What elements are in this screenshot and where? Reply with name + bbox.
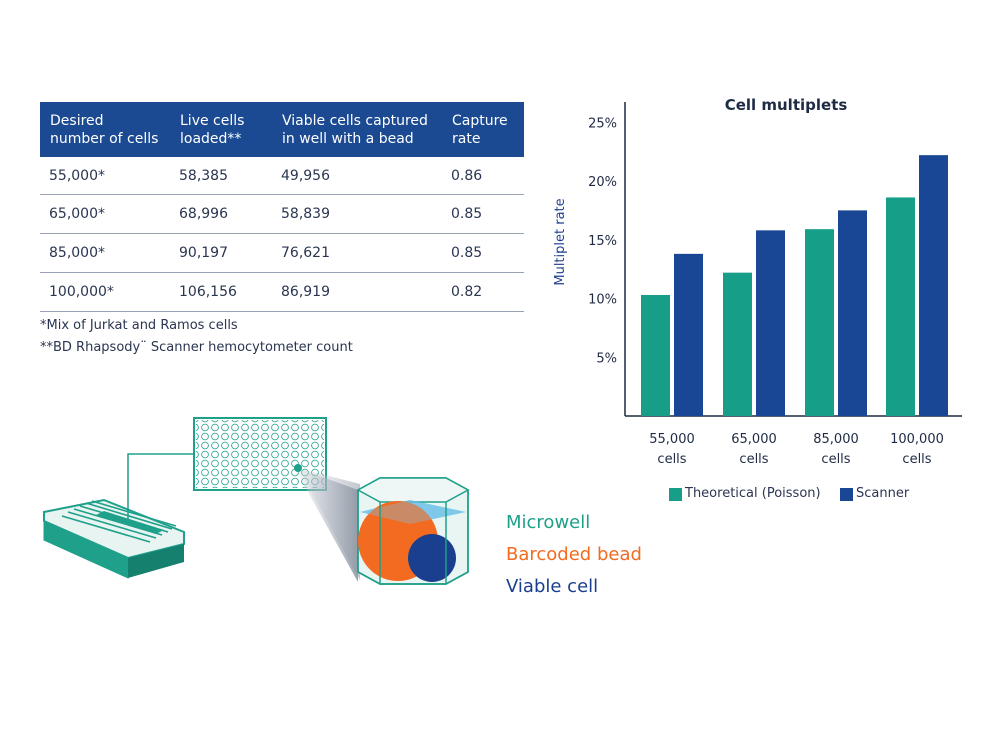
- x-tick-label: 100,000: [890, 432, 944, 447]
- y-tick-label: 15%: [588, 234, 617, 249]
- chart-title: Cell multiplets: [725, 96, 848, 114]
- x-tick-label: 55,000: [649, 432, 695, 447]
- bar-theoretical-3: [886, 197, 915, 416]
- table-row: 100,000* 106,156 86,919 0.82: [40, 272, 524, 312]
- table-cell: 86,919: [272, 272, 442, 312]
- honeycomb-zoom: [193, 417, 360, 582]
- table-row: 55,000* 58,385 49,956 0.86: [40, 157, 524, 195]
- y-tick-label: 20%: [588, 175, 617, 190]
- table-cell: 0.85: [442, 194, 524, 234]
- header-desired-cells: Desired number of cells: [40, 102, 170, 157]
- table-cell: 0.85: [442, 233, 524, 273]
- header-viable-cells: Viable cells captured in well with a bead: [272, 102, 442, 157]
- table-cell: 0.86: [442, 157, 524, 195]
- microwell-prism: [356, 477, 470, 585]
- cartridge-icon: [43, 498, 185, 579]
- x-tick-label: 85,000: [813, 432, 859, 447]
- bar-scanner-2: [838, 210, 867, 416]
- footnote-scanner: **BD Rhapsody¨ Scanner hemocytometer cou…: [40, 340, 353, 355]
- table-cell: 76,621: [272, 233, 442, 273]
- zoom-connector: [127, 453, 194, 520]
- table-cell: 65,000*: [40, 194, 170, 234]
- x-tick-label: cells: [657, 452, 686, 467]
- capture-rate-table: Desired number of cells Live cells loaded*…: [40, 102, 524, 312]
- header-capture-rate: Capture rate: [442, 102, 524, 157]
- label-microwell: Microwell: [506, 512, 591, 533]
- table-cell: 58,839: [272, 194, 442, 234]
- header-live-cells: Live cells loaded**: [170, 102, 272, 157]
- bar-scanner-0: [674, 253, 703, 416]
- bar-scanner-3: [919, 155, 948, 416]
- footnote-mix: *Mix of Jurkat and Ramos cells: [40, 318, 238, 333]
- table-cell: 49,956: [272, 157, 442, 195]
- bar-theoretical-2: [805, 229, 834, 416]
- bar-theoretical-0: [641, 294, 670, 416]
- label-barcoded-bead: Barcoded bead: [506, 544, 642, 565]
- bar-theoretical-1: [723, 272, 752, 416]
- table-cell: 100,000*: [40, 272, 170, 312]
- bar-scanner-1: [756, 230, 785, 416]
- legend-swatch-theoretical: [669, 488, 682, 501]
- table-row: 65,000* 68,996 58,839 0.85: [40, 194, 524, 234]
- y-axis-label: Multiplet rate: [553, 198, 568, 285]
- table-cell: 85,000*: [40, 233, 170, 273]
- viable-cell-shape: [408, 534, 456, 582]
- table-cell: 58,385: [170, 157, 272, 195]
- x-tick-label: cells: [739, 452, 768, 467]
- x-tick-label: 65,000: [731, 432, 777, 447]
- table-cell: 90,197: [170, 233, 272, 273]
- x-tick-label: cells: [902, 452, 931, 467]
- table-row: 85,000* 90,197 76,621 0.85: [40, 233, 524, 273]
- legend-label-theoretical: Theoretical (Poisson): [685, 486, 821, 501]
- table-header-row: Desired number of cells Live cells loaded*…: [40, 102, 524, 157]
- table-cell: 68,996: [170, 194, 272, 234]
- table-cell: 106,156: [170, 272, 272, 312]
- label-viable-cell: Viable cell: [506, 576, 599, 597]
- y-tick-label: 5%: [596, 351, 617, 366]
- y-tick-label: 25%: [588, 116, 617, 131]
- table-cell: 55,000*: [40, 157, 170, 195]
- x-tick-label: cells: [821, 452, 850, 467]
- legend-swatch-scanner: [840, 488, 853, 501]
- table-cell: 0.82: [442, 272, 524, 312]
- legend-label-scanner: Scanner: [856, 486, 910, 501]
- y-tick-label: 10%: [588, 293, 617, 308]
